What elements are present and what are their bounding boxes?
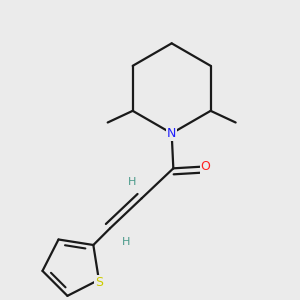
Text: H: H [122,237,130,247]
Text: H: H [128,177,136,187]
Text: O: O [201,160,211,173]
Text: S: S [95,276,103,289]
Text: N: N [167,127,176,140]
